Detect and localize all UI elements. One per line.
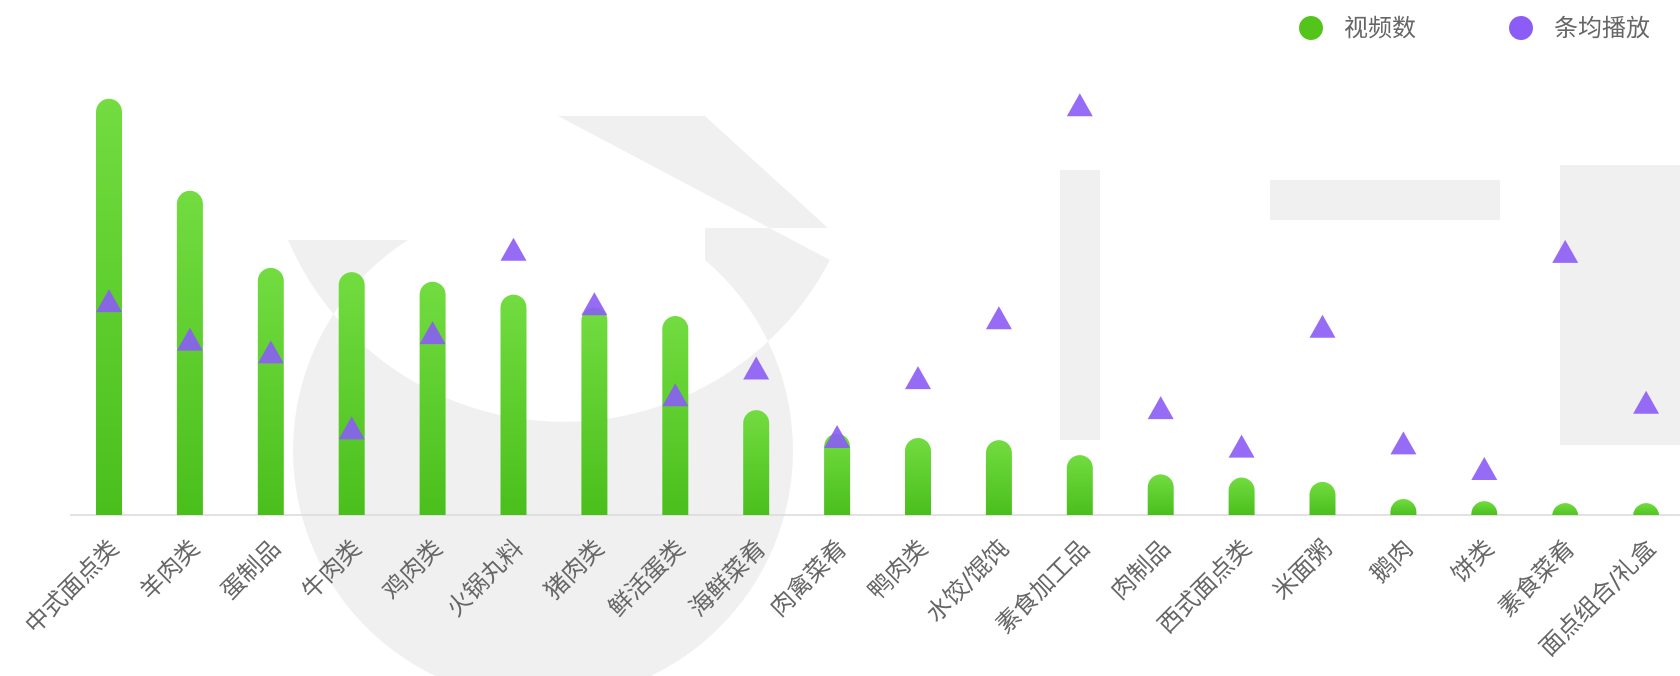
triangle-marker: [1552, 239, 1579, 263]
x-tick-label: 蛋制品: [215, 534, 286, 605]
x-tick-label: 鹅肉: [1365, 534, 1419, 588]
x-tick-label: 鸭肉类: [862, 534, 933, 605]
triangle-marker: [581, 292, 608, 316]
triangle-marker: [985, 306, 1012, 330]
bar: [581, 307, 608, 515]
bar: [905, 437, 931, 515]
legend-label: 条均播放: [1554, 14, 1650, 42]
bar: [985, 440, 1012, 515]
triangle-marker: [1228, 434, 1255, 458]
triangle-marker: [419, 321, 446, 345]
bar: [257, 267, 284, 515]
bar: [1228, 477, 1255, 515]
triangle-marker: [1066, 93, 1093, 117]
triangle-marker: [500, 237, 527, 261]
triangle-marker: [338, 416, 365, 440]
watermark: [288, 116, 1680, 676]
triangle-marker: [257, 340, 284, 364]
triangle-marker: [1390, 431, 1417, 455]
bar: [176, 190, 203, 515]
triangle-marker: [1471, 457, 1498, 481]
bar: [1147, 474, 1174, 515]
triangle-marker: [1309, 314, 1336, 338]
bar: [338, 272, 365, 515]
bar: [419, 281, 446, 515]
x-tick-label: 米面粥: [1267, 534, 1338, 605]
x-tick-label: 中式面点类: [20, 534, 125, 639]
bar: [743, 410, 770, 515]
bar: [1633, 503, 1660, 518]
triangle-marker: [743, 356, 770, 380]
bar: [1309, 481, 1336, 515]
triangle-marker: [176, 327, 203, 351]
triangle-marker: [1633, 390, 1660, 414]
bar: [1066, 455, 1093, 515]
bar: [500, 294, 527, 515]
triangle-marker: [96, 289, 122, 313]
bar: [662, 315, 689, 515]
bar: [824, 433, 851, 515]
triangle-marker: [824, 424, 851, 448]
legend-label: 视频数: [1344, 14, 1416, 42]
bar: [1390, 498, 1417, 515]
x-tick-label: 肉制品: [1105, 534, 1176, 605]
triangle-marker: [662, 383, 689, 407]
x-tick-label: 羊肉类: [134, 534, 205, 605]
bar: [1471, 501, 1498, 515]
x-tick-label: 饼类: [1446, 534, 1500, 588]
x-tick-label: 肉禽菜肴: [765, 534, 853, 622]
bar: [1552, 503, 1579, 518]
legend-swatch: [1299, 16, 1323, 40]
legend-swatch: [1509, 16, 1533, 40]
triangle-marker: [905, 366, 931, 390]
triangle-marker: [1147, 396, 1174, 420]
